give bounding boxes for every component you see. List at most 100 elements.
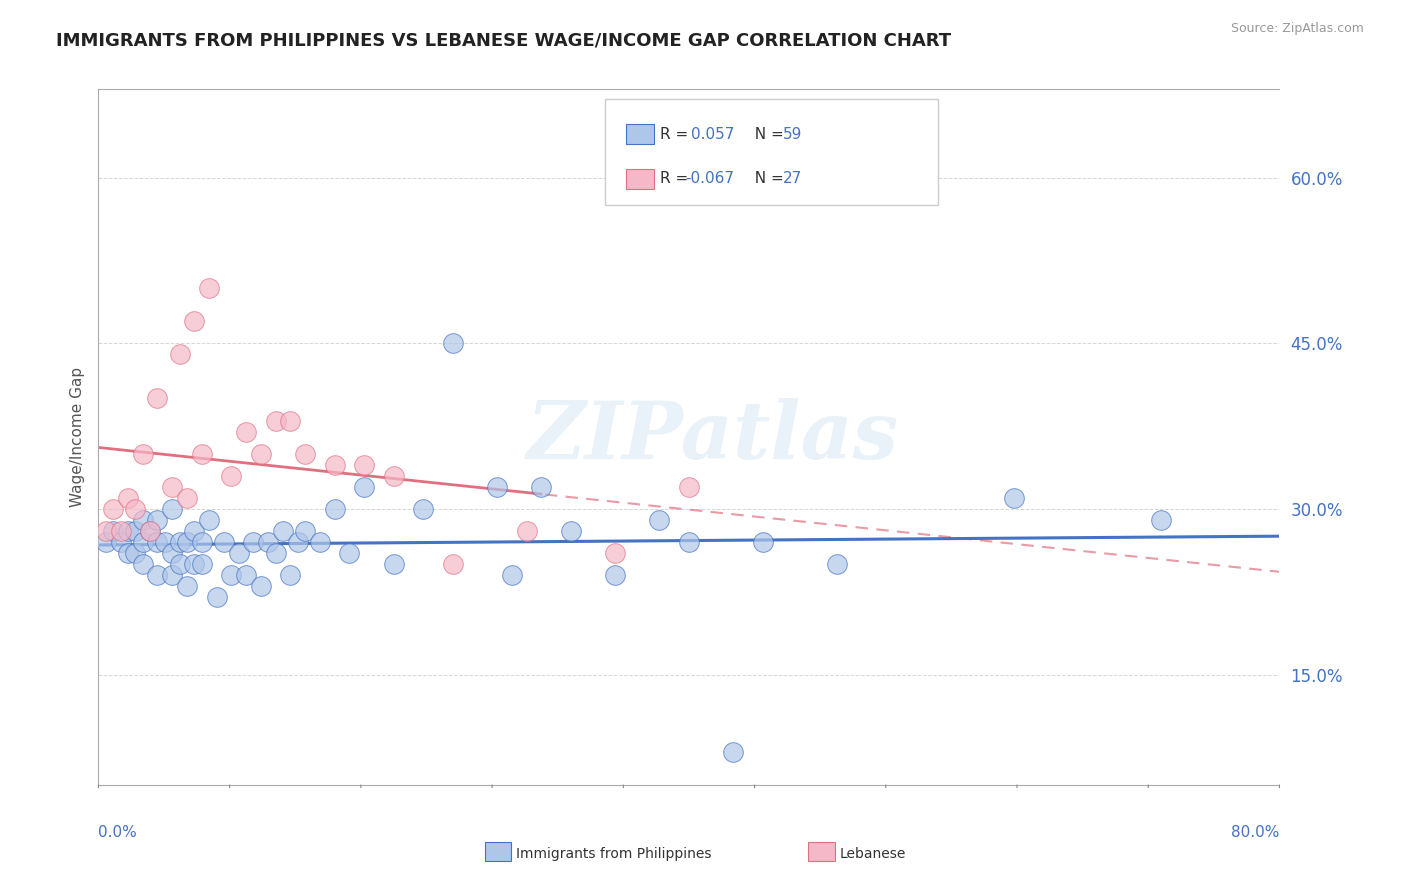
Point	[103, 501, 125, 516]
Point	[176, 535, 198, 549]
Point	[110, 535, 132, 549]
Point	[162, 568, 183, 582]
Point	[412, 501, 434, 516]
Point	[294, 524, 316, 538]
Point	[198, 513, 221, 527]
Point	[501, 568, 523, 582]
Point	[139, 524, 162, 538]
Point	[250, 579, 273, 593]
Point	[132, 447, 155, 461]
Point	[212, 535, 235, 549]
Point	[117, 524, 139, 538]
Point	[124, 546, 146, 560]
Point	[337, 546, 360, 560]
Text: ZIPatlas: ZIPatlas	[526, 399, 898, 475]
Point	[441, 336, 464, 351]
Point	[271, 524, 294, 538]
Point	[486, 480, 509, 494]
Point	[205, 591, 228, 605]
Point	[309, 535, 332, 549]
Point	[235, 568, 257, 582]
Point	[287, 535, 309, 549]
Text: Immigrants from Philippines: Immigrants from Philippines	[516, 847, 711, 861]
Point	[169, 557, 191, 571]
Point	[1002, 491, 1025, 505]
Point	[162, 501, 183, 516]
Point	[219, 468, 242, 483]
Text: Lebanese: Lebanese	[839, 847, 905, 861]
Point	[103, 524, 125, 538]
Point	[117, 491, 139, 505]
Text: Source: ZipAtlas.com: Source: ZipAtlas.com	[1230, 22, 1364, 36]
Point	[530, 480, 553, 494]
Point	[605, 546, 627, 560]
Point	[825, 557, 848, 571]
Point	[162, 546, 183, 560]
Point	[117, 546, 139, 560]
Point	[264, 413, 287, 427]
Point	[294, 447, 316, 461]
Point	[110, 524, 132, 538]
Y-axis label: Wage/Income Gap: Wage/Income Gap	[69, 367, 84, 508]
Point	[278, 413, 302, 427]
Point	[132, 557, 155, 571]
Text: N =: N =	[745, 171, 789, 186]
Point	[146, 392, 169, 406]
Point	[235, 425, 257, 439]
Point	[139, 524, 162, 538]
Point	[169, 535, 191, 549]
Point	[153, 535, 176, 549]
Text: 0.057: 0.057	[692, 127, 734, 142]
Text: 27: 27	[783, 171, 801, 186]
Point	[176, 491, 198, 505]
Point	[169, 347, 191, 361]
Point	[191, 447, 214, 461]
Point	[94, 535, 117, 549]
Text: R =: R =	[661, 171, 693, 186]
Point	[242, 535, 264, 549]
Point	[678, 535, 700, 549]
Text: N =: N =	[745, 127, 789, 142]
Point	[751, 535, 773, 549]
Point	[124, 501, 146, 516]
Point	[648, 513, 671, 527]
Point	[146, 513, 169, 527]
Point	[132, 535, 155, 549]
Point	[146, 535, 169, 549]
Point	[124, 524, 146, 538]
Point	[191, 557, 214, 571]
Point	[176, 579, 198, 593]
Point	[183, 524, 205, 538]
Point	[323, 458, 346, 472]
Point	[515, 524, 537, 538]
Point	[250, 447, 273, 461]
Text: IMMIGRANTS FROM PHILIPPINES VS LEBANESE WAGE/INCOME GAP CORRELATION CHART: IMMIGRANTS FROM PHILIPPINES VS LEBANESE …	[56, 31, 952, 49]
Text: 80.0%: 80.0%	[1232, 825, 1279, 840]
Point	[382, 468, 405, 483]
Point	[353, 458, 375, 472]
Point	[323, 501, 346, 516]
Point	[132, 513, 155, 527]
Text: 0.0%: 0.0%	[98, 825, 138, 840]
Point	[146, 568, 169, 582]
Text: -0.067: -0.067	[686, 171, 734, 186]
Point	[264, 546, 287, 560]
Point	[198, 281, 221, 295]
Point	[162, 480, 183, 494]
Point	[382, 557, 405, 571]
Point	[183, 314, 205, 328]
Point	[605, 568, 627, 582]
Point	[560, 524, 582, 538]
Point	[353, 480, 375, 494]
Point	[1150, 513, 1173, 527]
Point	[257, 535, 280, 549]
Point	[278, 568, 302, 582]
Point	[219, 568, 242, 582]
Point	[441, 557, 464, 571]
Point	[721, 745, 744, 759]
Point	[94, 524, 117, 538]
Point	[191, 535, 214, 549]
Point	[183, 557, 205, 571]
Text: R =: R =	[661, 127, 693, 142]
Text: 59: 59	[783, 127, 801, 142]
